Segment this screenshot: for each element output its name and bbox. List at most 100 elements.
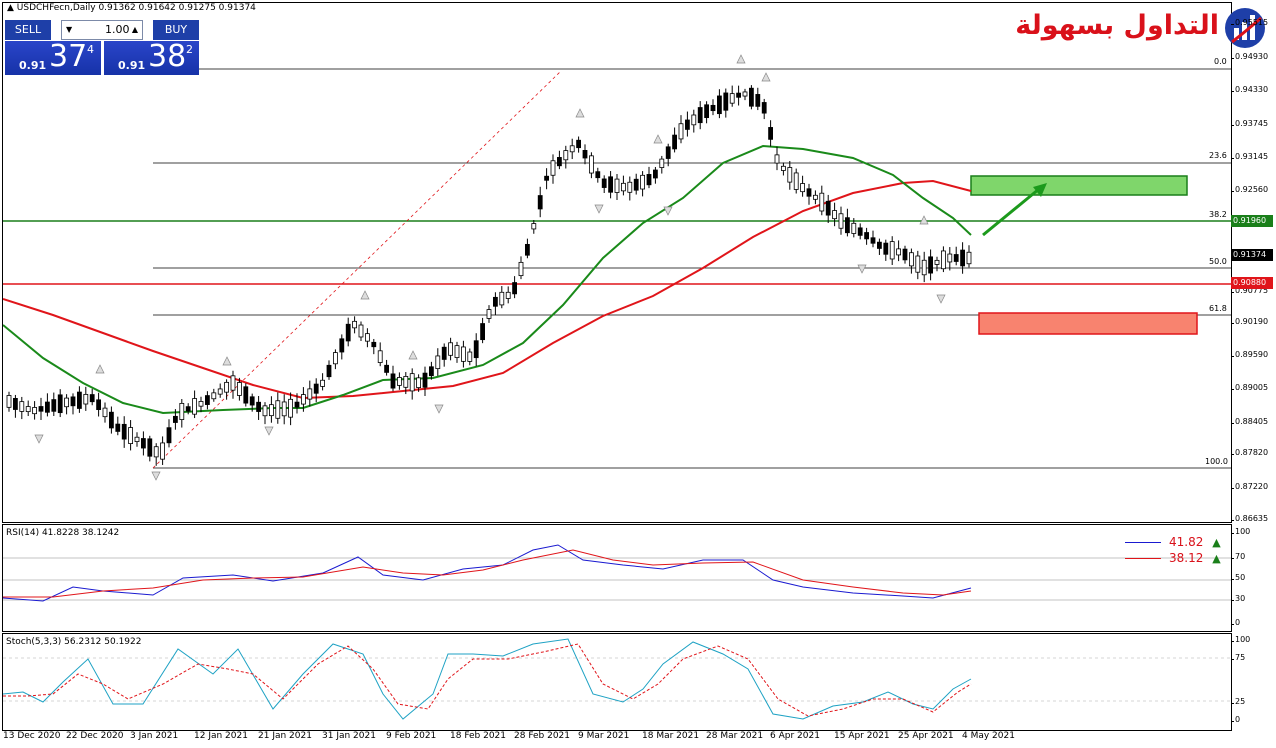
candlestick xyxy=(179,402,185,420)
candlestick xyxy=(499,291,505,306)
candlestick xyxy=(806,188,812,197)
rsi-panel[interactable] xyxy=(2,524,1232,632)
main-chart-panel[interactable] xyxy=(2,2,1232,523)
time-label: 6 Apr 2021 xyxy=(770,731,820,741)
candlestick xyxy=(211,392,217,400)
stoch-tick: 25 xyxy=(1230,697,1246,706)
candlestick xyxy=(492,296,498,307)
candlestick xyxy=(409,373,415,392)
candlestick xyxy=(595,171,601,179)
stoch-axis[interactable]: 100 75 25 0 xyxy=(1230,633,1276,729)
rsi-title: RSI(14) 41.8228 38.1242 xyxy=(6,528,120,538)
stoch-title: Stoch(5,3,3) 56.2312 50.1922 xyxy=(6,637,142,647)
up-triangle-icon: ▲ xyxy=(1212,536,1221,549)
sell-price-box[interactable]: 0.91 37 4 xyxy=(5,39,101,75)
candlestick xyxy=(601,178,607,188)
candlestick xyxy=(460,346,466,362)
price-tick: 0.94330 xyxy=(1230,85,1269,94)
price-tick: 0.87220 xyxy=(1230,482,1269,491)
target-zone-green xyxy=(970,175,1188,196)
candlestick xyxy=(403,376,409,388)
price-chart[interactable] xyxy=(3,3,1231,522)
fractal-marker-icon xyxy=(151,471,161,481)
candlestick xyxy=(525,243,530,256)
candlestick xyxy=(262,405,268,417)
price-axis[interactable]: 0.95515 0.94930 0.94330 0.93745 0.93145 … xyxy=(1230,0,1276,523)
candlestick xyxy=(230,375,236,391)
candlestick xyxy=(275,400,281,419)
candlestick xyxy=(569,145,575,153)
candlestick xyxy=(653,169,658,179)
candlestick xyxy=(115,423,121,432)
moving-average-slow-line xyxy=(3,179,972,400)
candlestick xyxy=(147,438,153,457)
candlestick xyxy=(563,150,569,161)
candlestick xyxy=(960,249,965,267)
fractal-marker-icon xyxy=(434,404,444,414)
candlestick xyxy=(268,404,274,417)
collapse-triangle-icon[interactable]: ▲ xyxy=(7,3,14,13)
sell-button[interactable]: SELL xyxy=(5,20,51,40)
price-tick: 0.89590 xyxy=(1230,350,1269,359)
chart-symbol-info: ▲ USDCHFecn,Daily 0.91362 0.91642 0.9127… xyxy=(7,3,256,13)
rsi-chart[interactable] xyxy=(3,525,1231,631)
candlestick xyxy=(864,232,869,240)
lot-size-input[interactable]: ▼ 1.00 ▲ xyxy=(61,20,143,40)
current-price-label: 0.91374 xyxy=(1231,249,1273,261)
candlestick xyxy=(45,401,50,413)
candlestick xyxy=(102,407,108,418)
rsi-tick: 100 xyxy=(1230,527,1251,536)
candlestick xyxy=(396,377,402,386)
candlestick xyxy=(294,401,300,408)
time-label: 31 Jan 2021 xyxy=(322,731,376,741)
stoch-tick: 100 xyxy=(1230,635,1251,644)
rsi-tick: 0 xyxy=(1230,618,1241,627)
rsi-slow-line-icon xyxy=(1125,558,1161,559)
fractal-marker-icon xyxy=(264,426,274,436)
candlestick xyxy=(851,222,857,234)
candlestick xyxy=(697,107,703,124)
candlestick xyxy=(121,423,127,440)
candlestick xyxy=(390,373,396,389)
fractal-marker-icon xyxy=(222,356,232,366)
candlestick xyxy=(640,174,645,190)
red-level-label: 0.90880 xyxy=(1231,277,1273,289)
price-tick: 0.95515 xyxy=(1230,18,1269,27)
price-tick: 0.87820 xyxy=(1230,448,1269,457)
candlestick xyxy=(57,394,63,414)
candlestick xyxy=(326,364,332,378)
candlestick xyxy=(544,175,549,181)
stochastic-chart[interactable] xyxy=(3,634,1231,730)
candlestick xyxy=(909,252,914,267)
stoch-tick: 75 xyxy=(1230,653,1246,662)
candlestick xyxy=(512,282,518,295)
buy-price-box[interactable]: 0.91 38 2 xyxy=(104,39,199,75)
candlestick xyxy=(300,394,306,405)
time-label: 12 Jan 2021 xyxy=(194,731,248,741)
candlestick xyxy=(659,158,665,168)
fractal-marker-icon xyxy=(653,134,663,144)
candlestick xyxy=(576,139,581,149)
rsi-axis[interactable]: 100 70 50 30 0 xyxy=(1230,524,1276,630)
candlestick xyxy=(838,213,844,229)
buy-button[interactable]: BUY xyxy=(153,20,199,40)
time-label: 18 Feb 2021 xyxy=(450,731,507,741)
candlestick xyxy=(109,411,114,429)
lot-up-arrow-icon[interactable]: ▲ xyxy=(131,25,138,34)
candlestick xyxy=(646,174,652,186)
candlestick xyxy=(582,150,588,159)
rsi-slow-line xyxy=(3,549,972,598)
candlestick xyxy=(793,172,799,190)
fractal-marker-icon xyxy=(919,215,929,225)
stoch-signal-line xyxy=(3,643,972,717)
stochastic-panel[interactable] xyxy=(2,633,1232,731)
candlestick xyxy=(953,254,959,262)
candlestick xyxy=(614,178,620,193)
fractal-marker-icon xyxy=(663,206,673,216)
candlestick xyxy=(550,160,556,176)
lot-down-arrow-icon[interactable]: ▼ xyxy=(66,25,73,34)
candlestick xyxy=(717,95,722,115)
candlestick xyxy=(332,352,338,365)
candlestick xyxy=(473,340,479,359)
candlestick xyxy=(160,442,166,460)
